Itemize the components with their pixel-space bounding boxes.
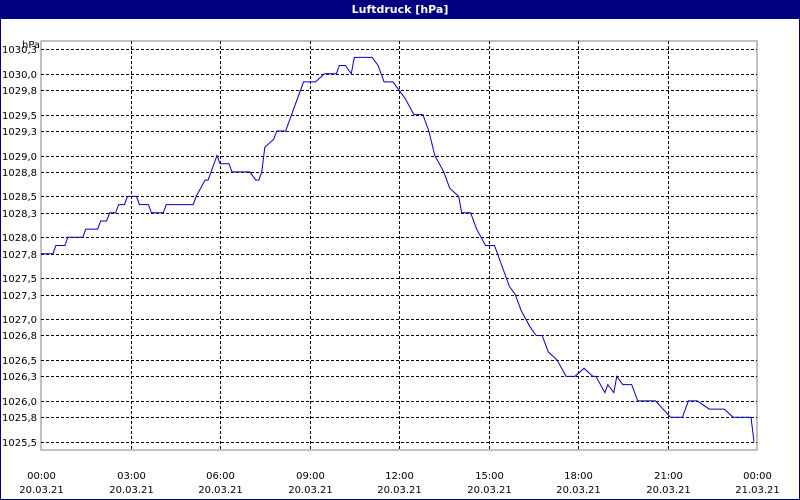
- x-tick-time-label: 09:00: [296, 471, 325, 482]
- y-tick-label: 1025,5: [2, 438, 37, 449]
- y-tick-label: 1027,8: [2, 250, 37, 261]
- x-tick-time-label: 12:00: [385, 471, 414, 482]
- x-tick-time-label: 15:00: [475, 471, 504, 482]
- x-axis-ticks: 00:00 20.03.21 03:00 20.03.21 06:00 20.03.21 0…: [19, 471, 780, 496]
- y-tick-label: 1028,0: [2, 233, 37, 244]
- y-tick-label: 1027,5: [2, 274, 37, 285]
- x-tick-time-label: 21:00: [654, 471, 683, 482]
- x-tick-date-label: 20.03.21: [109, 485, 154, 496]
- x-tick-date-label: 20.03.21: [467, 485, 512, 496]
- y-tick-label: 1026,3: [2, 372, 37, 383]
- y-tick-label: 1027,3: [2, 291, 37, 302]
- x-tick-date-label: 20.03.21: [377, 485, 422, 496]
- y-tick-label: 1029,0: [2, 152, 37, 163]
- y-tick-label: 1026,0: [2, 397, 37, 408]
- y-tick-label: 1025,8: [2, 413, 37, 424]
- x-tick-date-label: 20.03.21: [288, 485, 333, 496]
- x-tick-date-label: 20.03.21: [556, 485, 601, 496]
- y-tick-label: 1028,8: [2, 168, 37, 179]
- x-tick-time-label: 00:00: [743, 471, 772, 482]
- y-axis-ticks: 1025,5 1025,8 1026,0 1026,3 1026,5 1026,8 1027…: [2, 45, 37, 449]
- y-tick-label: 1028,3: [2, 209, 37, 220]
- y-tick-label: 1028,5: [2, 192, 37, 203]
- grid-lines: [41, 41, 757, 450]
- y-tick-label: 1026,8: [2, 331, 37, 342]
- y-tick-label: 1030,3: [2, 45, 37, 56]
- chart-title: Luftdruck [hPa]: [1, 1, 799, 19]
- x-tick-date-label: 20.03.21: [19, 485, 64, 496]
- y-tick-label: 1030,0: [2, 70, 37, 81]
- pressure-series-line: [41, 56, 755, 442]
- y-tick-label: 1029,5: [2, 111, 37, 122]
- x-tick-time-label: 06:00: [206, 471, 235, 482]
- y-tick-label: 1029,3: [2, 127, 37, 138]
- x-tick-time-label: 18:00: [564, 471, 593, 482]
- y-tick-label: 1027,0: [2, 315, 37, 326]
- y-axis-unit-label: hPa: [22, 40, 40, 51]
- y-tick-label: 1026,5: [2, 356, 37, 367]
- x-tick-date-label: 21.03.21: [735, 485, 780, 496]
- x-tick-date-label: 20.03.21: [646, 485, 691, 496]
- y-tick-label: 1029,8: [2, 86, 37, 97]
- x-tick-time-label: 00:00: [27, 471, 56, 482]
- x-tick-date-label: 20.03.21: [198, 485, 243, 496]
- x-tick-time-label: 03:00: [117, 471, 146, 482]
